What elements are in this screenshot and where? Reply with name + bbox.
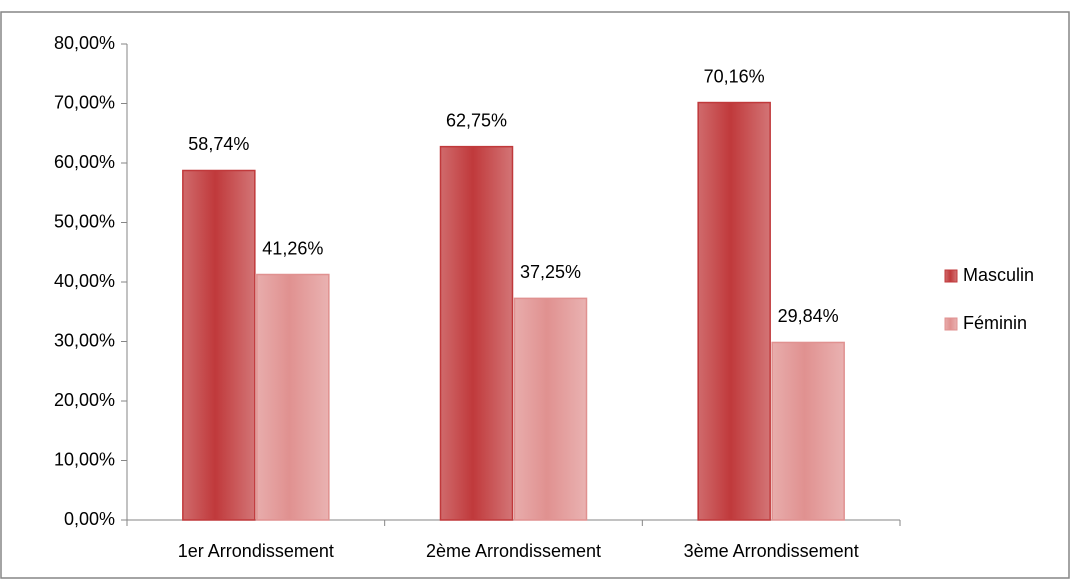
value-label: 70,16% (704, 66, 765, 86)
x-tick-label: 2ème Arrondissement (426, 541, 601, 561)
value-label: 58,74% (188, 134, 249, 154)
x-tick-label: 1er Arrondissement (178, 541, 334, 561)
bar (771, 341, 845, 521)
value-label: 62,75% (446, 110, 507, 130)
y-tick-label: 60,00% (54, 152, 115, 172)
value-label: 29,84% (778, 306, 839, 326)
y-tick-label: 80,00% (54, 33, 115, 53)
bar (513, 297, 588, 521)
x-tick-label: 3ème Arrondissement (684, 541, 859, 561)
bar (439, 145, 514, 521)
legend-swatch (944, 317, 958, 331)
bar (256, 273, 330, 521)
y-tick-label: 70,00% (54, 92, 115, 112)
bar (182, 169, 256, 521)
y-tick-label: 0,00% (64, 509, 115, 529)
y-tick-label: 40,00% (54, 271, 115, 291)
value-label: 41,26% (262, 238, 323, 258)
value-label: 37,25% (520, 262, 581, 282)
y-tick-label: 30,00% (54, 330, 115, 350)
y-tick-label: 50,00% (54, 211, 115, 231)
legend-swatch (944, 269, 958, 283)
legend-label: Féminin (963, 313, 1027, 333)
y-tick-label: 20,00% (54, 390, 115, 410)
bar (697, 101, 771, 521)
y-tick-label: 10,00% (54, 449, 115, 469)
legend-label: Masculin (963, 265, 1034, 285)
